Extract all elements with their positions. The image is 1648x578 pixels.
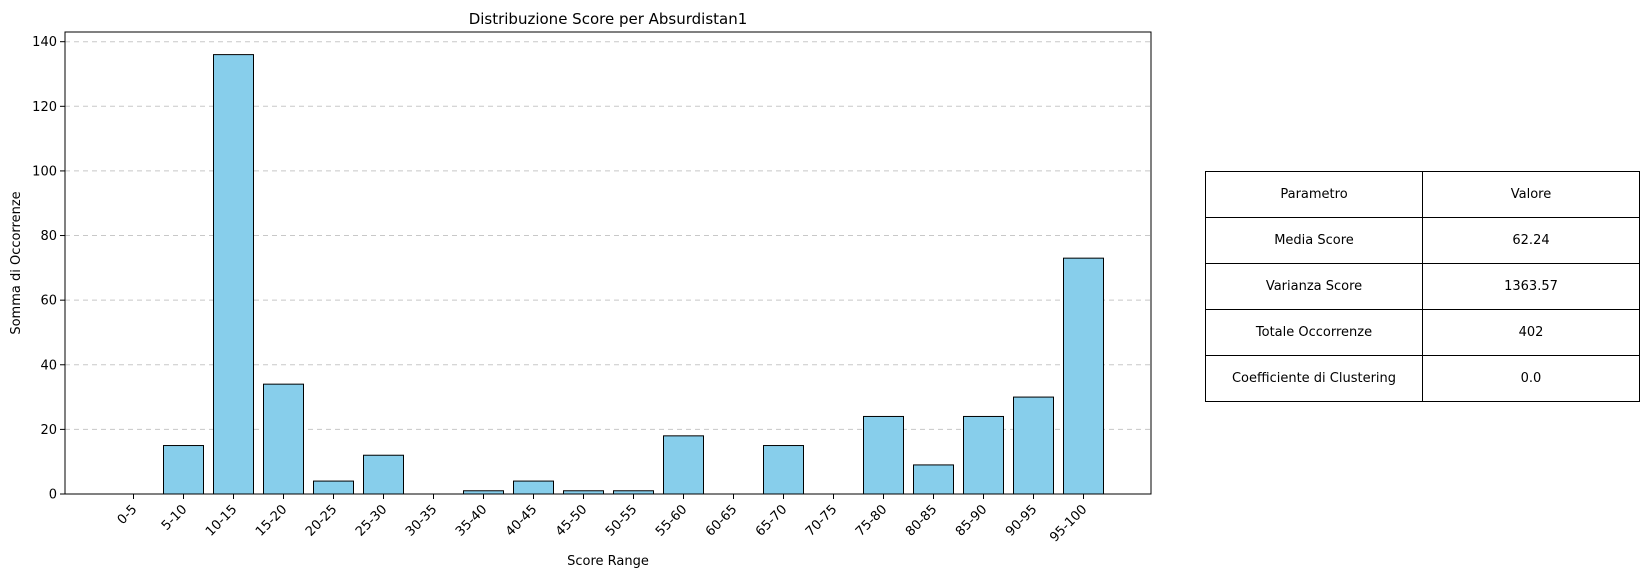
y-axis-label: Somma di Occorrenze — [9, 191, 24, 334]
x-tick-label: 85-90 — [953, 502, 990, 539]
x-tick-label: 5-10 — [159, 502, 190, 533]
x-tick-label: 15-20 — [253, 502, 290, 539]
y-tick-label: 60 — [40, 294, 57, 309]
y-tick-label: 140 — [32, 35, 57, 50]
y-tick-label: 120 — [32, 100, 57, 115]
x-tick-label: 35-40 — [453, 502, 490, 539]
plot-frame — [64, 31, 1152, 495]
stats-table: Parametro Valore Media Score 62.24 Varia… — [1205, 171, 1640, 402]
x-tick-label: 80-85 — [903, 502, 940, 539]
x-tick-label: 90-95 — [1003, 502, 1040, 539]
x-tick-label: 95-100 — [1047, 502, 1090, 545]
x-tick-label: 70-75 — [803, 502, 840, 539]
bar-25-30 — [363, 454, 404, 495]
x-tick-label: 45-50 — [553, 502, 590, 539]
table-cell-parameter: Media Score — [1205, 217, 1423, 264]
x-tick-label: 0-5 — [115, 502, 141, 528]
table-row: Media Score 62.24 — [1205, 217, 1640, 264]
bar-90-95 — [1013, 396, 1054, 495]
bar-20-25 — [313, 480, 354, 495]
table-row: Totale Occorrenze 402 — [1205, 309, 1640, 356]
table-cell-value: 402 — [1422, 309, 1640, 356]
table-row: Coefficiente di Clustering 0.0 — [1205, 355, 1640, 402]
y-tick-label: 80 — [40, 229, 57, 244]
y-axis-ticks: 0 20 40 60 80 100 120 140 — [32, 35, 65, 503]
y-tick-label: 100 — [32, 164, 57, 179]
y-tick-label: 40 — [40, 358, 57, 373]
table-cell-parameter: Varianza Score — [1205, 263, 1423, 310]
x-tick-label: 65-70 — [753, 502, 790, 539]
x-tick-label: 55-60 — [653, 502, 690, 539]
y-tick-label: 0 — [49, 488, 57, 503]
table-header-cell: Valore — [1422, 171, 1640, 218]
table-header-cell: Parametro — [1205, 171, 1423, 218]
table-row: Varianza Score 1363.57 — [1205, 263, 1640, 310]
table-cell-value: 1363.57 — [1422, 263, 1640, 310]
table-cell-value: 62.24 — [1422, 217, 1640, 264]
bar-95-100 — [1063, 257, 1104, 495]
x-tick-label: 20-25 — [303, 502, 340, 539]
x-tick-label: 75-80 — [853, 502, 890, 539]
x-tick-label: 25-30 — [353, 502, 390, 539]
bars — [163, 54, 1104, 495]
bar-65-70 — [763, 445, 804, 495]
bar-chart: 0 20 40 60 80 100 120 140 0-5 5-10 10-15 15-20 20-2… — [9, 10, 1152, 569]
bar-40-45 — [513, 480, 554, 495]
table-cell-parameter: Coefficiente di Clustering — [1205, 355, 1423, 402]
x-tick-label: 60-65 — [703, 502, 740, 539]
x-tick-label: 40-45 — [503, 502, 540, 539]
bar-85-90 — [963, 415, 1004, 495]
bar-75-80 — [863, 415, 904, 495]
bar-10-15 — [213, 54, 254, 495]
bar-5-10 — [163, 445, 204, 495]
x-tick-label: 10-15 — [203, 502, 240, 539]
x-axis-label: Score Range — [567, 554, 649, 569]
bar-55-60 — [663, 435, 704, 495]
chart-title: Distribuzione Score per Absurdistan1 — [469, 10, 748, 28]
table-header-row: Parametro Valore — [1205, 171, 1640, 218]
bar-15-20 — [263, 383, 304, 495]
table-cell-parameter: Totale Occorrenze — [1205, 309, 1423, 356]
x-axis-ticks: 0-5 5-10 10-15 15-20 20-25 25-30 30-35 35-40 40-… — [115, 494, 1090, 545]
x-tick-label: 30-35 — [403, 502, 440, 539]
bar-80-85 — [913, 464, 954, 495]
x-tick-label: 50-55 — [603, 502, 640, 539]
table-cell-value: 0.0 — [1422, 355, 1640, 402]
y-tick-label: 20 — [40, 423, 57, 438]
